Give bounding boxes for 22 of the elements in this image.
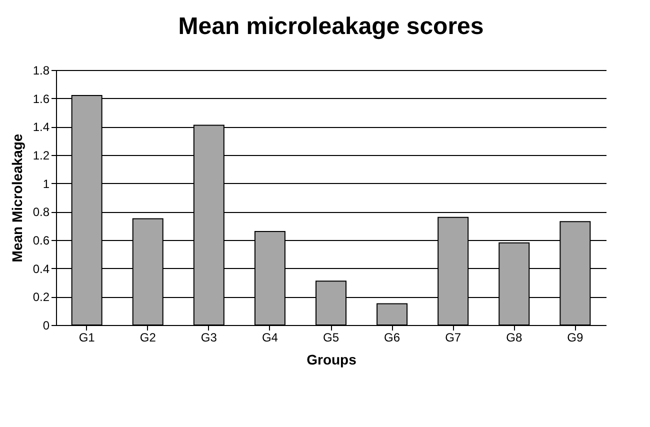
x-tick-label: G2 [140, 330, 156, 344]
x-tick-label: G3 [200, 330, 218, 344]
y-tick-label: 1.6 [32, 92, 50, 106]
y-tick-label: 0.6 [32, 234, 50, 248]
chart-title: Mean microleakage scores [178, 13, 484, 40]
y-tick-label: 0.8 [32, 205, 50, 220]
x-tick-label: G4 [262, 330, 278, 344]
y-tick-label: 0.2 [32, 290, 50, 304]
x-tick-label: G1 [78, 330, 96, 344]
y-tick-label: 1.8 [32, 64, 50, 78]
x-axis-title: Groups [306, 352, 357, 368]
x-tick-label: G6 [384, 330, 400, 344]
y-tick-label: 1.4 [32, 120, 50, 134]
y-tick-label: 1.2 [32, 148, 50, 162]
x-tick-label: G8 [506, 330, 522, 344]
x-tick-label: G9 [567, 330, 584, 344]
y-axis-title: Mean Microleakage [8, 134, 25, 262]
y-tick-label: 1 [42, 176, 50, 191]
y-tick-label: 0 [42, 318, 50, 332]
x-tick-label: G7 [445, 330, 462, 344]
x-tick-label: G5 [322, 330, 340, 344]
y-tick-label: 0.4 [32, 262, 50, 276]
